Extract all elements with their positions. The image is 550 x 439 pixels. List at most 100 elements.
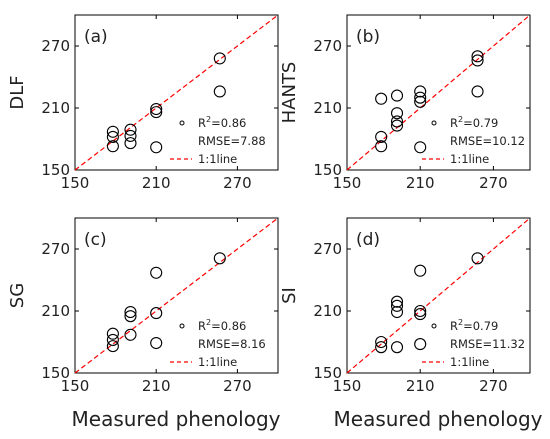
- data-point: [375, 140, 388, 153]
- r2-label: R2=0.86: [198, 115, 246, 130]
- axes-box: [346, 14, 531, 171]
- data-point: [150, 106, 163, 119]
- y-tick-label: 210: [41, 302, 70, 320]
- y-tick-label: 210: [313, 302, 342, 320]
- data-point: [414, 141, 427, 154]
- line-label: 1:1line: [198, 355, 237, 369]
- data-point: [106, 130, 119, 143]
- data-point: [414, 304, 427, 318]
- data-point: [414, 85, 427, 98]
- data-point: [414, 95, 427, 108]
- data-point: [375, 341, 388, 354]
- r2-label: R2=0.86: [198, 318, 246, 333]
- rmse-label: RMSE=8.16: [198, 337, 266, 351]
- y-tick-label: 150: [41, 161, 70, 179]
- x-tick-label: 270: [223, 377, 252, 395]
- data-point: [150, 141, 163, 154]
- rmse-label: RMSE=7.88: [198, 134, 266, 148]
- data-point: [471, 85, 484, 98]
- x-tick-label: 270: [479, 174, 508, 192]
- data-point: [124, 123, 137, 136]
- legend-marker: [431, 323, 437, 329]
- legend-marker: [179, 120, 185, 126]
- one-to-one-line: [74, 14, 279, 171]
- y-tick-label: 270: [41, 37, 70, 55]
- data-point: [390, 299, 404, 312]
- panel-d: 150 210 270 150 210 270 (d) SI R2=0.79 RMSE=11.32…: [279, 217, 531, 395]
- data-point: [213, 252, 226, 265]
- data-point: [213, 52, 226, 65]
- line-label: 1:1line: [450, 355, 489, 369]
- data-point: [124, 129, 137, 142]
- panel-a: 150 210 270 150 210 270 (a) DLF R2=0.86 RMSE=7.88…: [7, 14, 279, 192]
- data-point: [471, 252, 484, 265]
- data-point: [106, 327, 119, 340]
- y-tick-label: 150: [313, 364, 342, 382]
- x-tick-label: 210: [142, 174, 171, 192]
- x-tick-label: 150: [61, 377, 90, 395]
- x-tick-label: 270: [479, 377, 508, 395]
- data-point: [375, 335, 388, 349]
- x-axis-label-left: Measured phenology: [72, 407, 281, 431]
- x-tick-label: 150: [333, 174, 362, 192]
- y-axis-label: SG: [7, 283, 28, 308]
- y-tick-label: 210: [41, 99, 70, 117]
- data-point: [124, 137, 137, 150]
- y-tick-label: 270: [41, 240, 70, 258]
- axes-box: [346, 217, 531, 374]
- y-axis-label: SI: [279, 287, 300, 304]
- data-point: [390, 115, 404, 128]
- data-point: [414, 308, 427, 321]
- data-point: [213, 85, 226, 98]
- y-axis-label: HANTS: [279, 62, 300, 124]
- data-point: [150, 307, 163, 320]
- x-tick-label: 150: [61, 174, 90, 192]
- data-point: [150, 102, 163, 116]
- y-tick-label: 150: [313, 161, 342, 179]
- data-point: [471, 50, 484, 63]
- panel-label: (a): [84, 27, 108, 47]
- x-tick-label: 270: [223, 174, 252, 192]
- data-point: [124, 328, 137, 341]
- data-point: [106, 333, 119, 346]
- data-point: [390, 295, 404, 308]
- r2-label: R2=0.79: [450, 318, 498, 333]
- data-point: [375, 130, 388, 143]
- data-point: [390, 89, 404, 102]
- data-point: [375, 92, 388, 105]
- one-to-one-line: [74, 217, 279, 374]
- data-point: [124, 305, 137, 319]
- data-point: [414, 338, 427, 351]
- y-tick-label: 150: [41, 364, 70, 382]
- data-point: [390, 119, 404, 132]
- panel-label: (b): [356, 27, 380, 47]
- data-point: [106, 140, 119, 153]
- data-point: [124, 310, 137, 323]
- data-point: [414, 264, 427, 277]
- data-point: [390, 305, 404, 319]
- x-tick-label: 210: [406, 174, 435, 192]
- line-label: 1:1line: [198, 152, 237, 166]
- x-tick-label: 210: [406, 377, 435, 395]
- line-label: 1:1line: [450, 152, 489, 166]
- y-tick-label: 270: [313, 240, 342, 258]
- x-tick-label: 210: [142, 377, 171, 395]
- axes-box: [74, 14, 279, 171]
- y-tick-label: 210: [313, 99, 342, 117]
- r2-label: R2=0.79: [450, 115, 498, 130]
- panel-label: (c): [84, 230, 107, 250]
- legend-marker: [179, 323, 185, 329]
- data-point: [390, 341, 404, 354]
- y-tick-label: 270: [313, 37, 342, 55]
- rmse-label: RMSE=10.12: [450, 134, 525, 148]
- x-axis-label-right: Measured phenology: [334, 407, 543, 431]
- data-point: [150, 266, 163, 279]
- y-axis-label: DLF: [7, 75, 28, 109]
- legend-marker: [431, 120, 437, 126]
- data-point: [390, 107, 404, 120]
- data-point: [106, 125, 119, 138]
- axes-box: [74, 217, 279, 374]
- data-point: [414, 91, 427, 104]
- data-point: [150, 336, 163, 350]
